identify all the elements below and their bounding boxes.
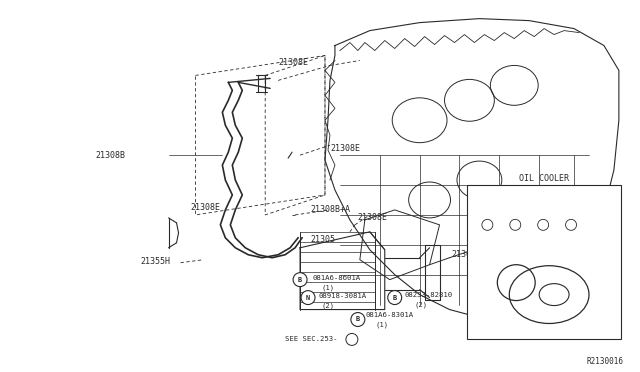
Text: 21308E: 21308E — [191, 203, 221, 212]
Text: 21304+A: 21304+A — [528, 325, 561, 334]
Text: N: N — [306, 295, 310, 301]
Circle shape — [510, 219, 521, 230]
Circle shape — [351, 312, 365, 327]
Text: 08918-3081A: 08918-3081A — [318, 293, 366, 299]
Text: 21308E: 21308E — [330, 144, 360, 153]
Text: 081A6-8601A: 081A6-8601A — [312, 275, 360, 280]
Text: 21030A: 21030A — [531, 193, 558, 202]
Text: 21308E: 21308E — [278, 58, 308, 67]
Text: 21308B+A: 21308B+A — [310, 205, 350, 214]
Text: 081A6-8301A: 081A6-8301A — [366, 311, 414, 318]
Circle shape — [566, 219, 577, 230]
Text: B: B — [392, 295, 397, 301]
Circle shape — [538, 219, 548, 230]
Text: (1): (1) — [376, 321, 389, 328]
Circle shape — [346, 333, 358, 346]
Text: 21305: 21305 — [310, 235, 335, 244]
Text: SEE SEC.253-: SEE SEC.253- — [285, 336, 338, 342]
Text: B: B — [298, 277, 302, 283]
Text: (2): (2) — [322, 302, 335, 309]
Text: COMPONENTS: COMPONENTS — [519, 186, 569, 195]
Text: 08233-82810: 08233-82810 — [404, 292, 453, 298]
Circle shape — [293, 273, 307, 286]
Text: 21308B: 21308B — [96, 151, 126, 160]
Text: (2): (2) — [415, 301, 428, 308]
Text: 21355H: 21355H — [141, 257, 171, 266]
Text: 21308E: 21308E — [358, 214, 388, 222]
Ellipse shape — [539, 283, 569, 305]
Circle shape — [388, 291, 402, 305]
Text: OIL COOLER: OIL COOLER — [519, 173, 569, 183]
Circle shape — [301, 291, 315, 305]
Text: R2130016: R2130016 — [587, 357, 624, 366]
Text: (1): (1) — [322, 284, 335, 291]
Bar — [467, 185, 621, 339]
Text: B: B — [356, 317, 360, 323]
Circle shape — [482, 219, 493, 230]
Text: 21304: 21304 — [451, 250, 477, 259]
